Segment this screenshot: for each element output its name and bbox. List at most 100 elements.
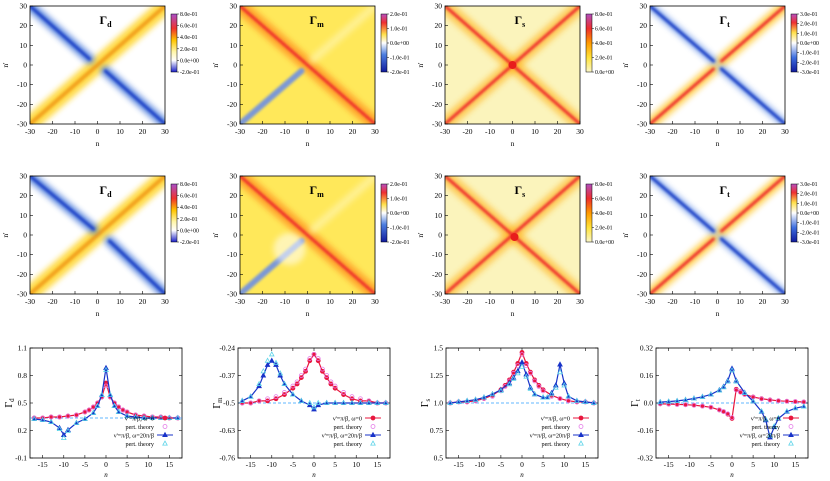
x-tick-label: 10 — [531, 127, 539, 136]
data-point — [776, 398, 781, 404]
y-tick-label: 0 — [438, 231, 442, 240]
line-plot-row: -15 -10 -5 0 5 10 15 1.1 0.8 0.5 0.2 -0.1 n Γd ν'=π/β,… — [4, 344, 809, 479]
y-tick-label: 20 — [20, 191, 28, 200]
x-axis-label: n — [96, 139, 100, 148]
heatmap-diagonal — [240, 176, 375, 294]
y-tick-label: -10 — [637, 250, 647, 259]
x-tick-label: 15 — [582, 460, 590, 469]
data-point — [523, 373, 530, 379]
legend-label: pert. theory — [541, 424, 570, 431]
legend-marker — [578, 424, 584, 429]
legend-marker — [578, 440, 584, 446]
x-tick-label: -30 — [645, 297, 655, 306]
data-point — [699, 393, 706, 399]
colorbar-tick-label: -2.0e-01 — [390, 240, 410, 246]
data-point — [294, 379, 300, 385]
y-tick-label: -10 — [432, 250, 442, 259]
data-point — [775, 414, 782, 420]
data-point — [65, 413, 71, 419]
data-point — [729, 415, 735, 421]
data-point — [94, 402, 101, 408]
x-tick-label: -20 — [668, 297, 678, 306]
y-tick-label: -30 — [17, 120, 27, 129]
x-tick-label: -5 — [82, 460, 88, 469]
colorbar-tick-label: 0.0e+00 — [180, 58, 199, 64]
legend-label: pert. theory — [125, 441, 154, 448]
x-tick-label: 10 — [736, 297, 744, 306]
data-point — [73, 419, 80, 425]
data-point — [256, 380, 262, 386]
colorbar-tick-label: 0.0e+00 — [800, 211, 819, 217]
line-plot-panel: -15 -10 -5 0 5 10 15 1.5 1.25 1.0 0.75 0.5 n Γs ν'=π/β… — [420, 344, 599, 479]
heatmap-panel: Γd-30 -20 -10 0 10 20 303020100-10-20-30nn'8.0… — [1, 2, 200, 149]
x-tick-label: 20 — [554, 297, 562, 306]
x-tick-label: 30 — [576, 297, 584, 306]
data-point — [682, 396, 689, 402]
heatmap-antidiagonal — [30, 176, 95, 231]
colorbar-tick-label: 6.0e-01 — [180, 194, 198, 200]
colorbar — [170, 13, 178, 73]
heatmap-title: Γt — [720, 183, 731, 199]
colorbar-tick-label: 1.0e-01 — [800, 201, 818, 207]
y-axis-label: n' — [416, 62, 425, 68]
x-tick-label: -5 — [708, 460, 714, 469]
x-tick-label: -30 — [25, 127, 35, 136]
x-tick-label: 10 — [144, 460, 152, 469]
y-tick-label: -20 — [227, 100, 237, 109]
heatmap-panel: Γm-30 -20 -10 0 10 20 303020100-10-20-30nn'2.0… — [211, 2, 410, 149]
data-point — [107, 391, 114, 397]
legend-marker — [788, 415, 794, 421]
data-point — [590, 399, 597, 405]
y-axis-label: n' — [621, 62, 630, 68]
heatmap-antidiagonal — [720, 67, 785, 124]
data-point — [552, 384, 559, 390]
data-point — [341, 390, 346, 395]
data-point — [349, 394, 355, 400]
data-point — [691, 402, 697, 408]
data-point — [708, 391, 714, 397]
x-tick-label: 30 — [371, 127, 379, 136]
x-tick-label: 15 — [792, 460, 800, 469]
data-point — [290, 383, 296, 389]
colorbar-tick-label: 6.0e-01 — [595, 197, 613, 203]
y-tick-label: -0.63 — [219, 426, 235, 435]
data-point — [115, 408, 122, 414]
colorbar — [170, 183, 178, 243]
data-point — [716, 387, 723, 393]
data-point — [315, 399, 322, 405]
x-tick-label: -20 — [463, 297, 473, 306]
legend-label: ν'=π/β, ω=20π/β — [740, 433, 780, 440]
y-tick-label: 10 — [435, 211, 443, 220]
legend-label: ν'=π/β, ω=0 — [541, 416, 570, 423]
y-tick-label: 20 — [435, 21, 443, 30]
data-point — [540, 388, 546, 394]
data-point — [800, 403, 807, 409]
x-tick-label: -30 — [440, 297, 450, 306]
x-tick-label: 10 — [560, 460, 568, 469]
legend-label: pert. theory — [751, 441, 780, 448]
data-point — [683, 402, 688, 408]
y-tick-label: -20 — [17, 270, 27, 279]
data-point — [565, 393, 572, 399]
data-point — [557, 361, 563, 367]
x-tick-label: -10 — [280, 127, 290, 136]
y-tick-label: -30 — [17, 290, 27, 299]
y-tick-label: 0.0 — [644, 399, 654, 408]
y-tick-label: -0.24 — [219, 344, 235, 353]
colorbar-tick-label: 8.0e-01 — [595, 12, 613, 18]
colorbar-tick-label: 2.0e-01 — [800, 192, 818, 198]
colorbar-tick-label: 2.0e-01 — [595, 226, 613, 232]
x-tick-label: -10 — [70, 297, 80, 306]
x-tick-label: 30 — [371, 297, 379, 306]
y-tick-label: 0 — [643, 231, 647, 240]
data-point — [720, 383, 727, 390]
colorbar — [790, 13, 798, 73]
heatmap-antidiagonal — [650, 176, 715, 233]
legend-label: pert. theory — [333, 424, 362, 431]
data-point — [103, 366, 109, 372]
colorbar — [790, 183, 798, 243]
data-point — [349, 399, 355, 405]
series-line — [660, 366, 804, 440]
legend-marker — [370, 415, 376, 421]
